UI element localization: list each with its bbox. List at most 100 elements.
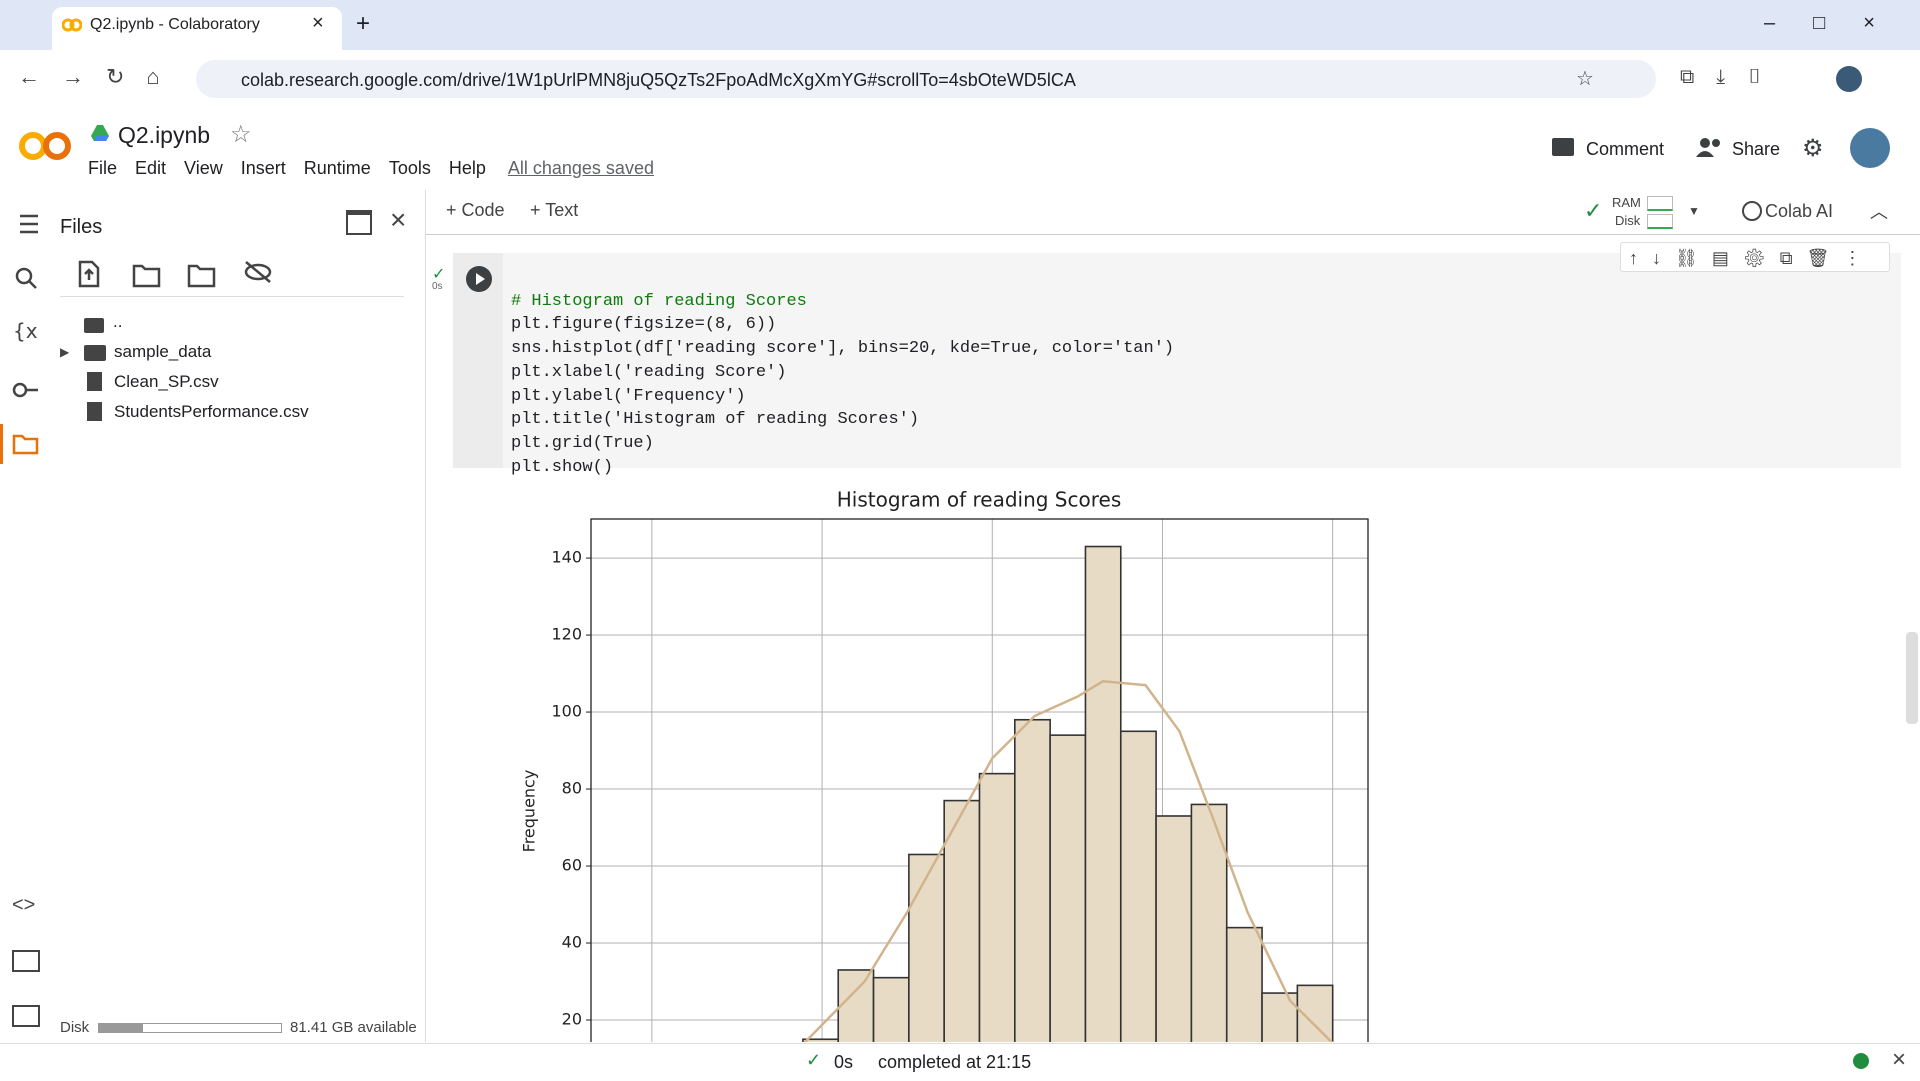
add-text[interactable]: + Text [530,200,579,220]
disk-usage-label: Disk [1615,213,1641,228]
code-line: # Histogram of reading Scores [511,291,807,311]
add-code[interactable]: + Code [446,200,505,220]
profile[interactable] [1836,66,1862,92]
notebook-title[interactable]: Q2.ipynb [118,122,211,148]
bar [1261,992,1299,1042]
browser-actions[interactable]: ⧉⤓▯ [1680,66,1785,88]
tab-title: Q2.ipynb - Colaboratory [90,16,260,33]
kde-line [803,679,1334,1042]
tab-icon [62,18,82,32]
menu-item[interactable]: Runtime [303,158,371,178]
disk-bar [98,1023,282,1033]
colab-header [0,108,1920,191]
file-item[interactable]: .. [113,312,123,331]
file-item[interactable]: StudentsPerformance.csv [114,402,309,421]
status-bar [0,1043,1920,1081]
menu-item[interactable]: Insert [240,158,286,178]
folder-up-icon [84,318,104,333]
code-line: plt.title('Histogram of reading Scores') [511,410,920,430]
folder-icon [84,345,106,361]
expand-arrow[interactable]: ▶ [60,345,70,359]
y-tick-label: 100 [551,702,582,721]
file-icon [87,372,102,391]
ram-bar [1647,196,1673,211]
colab-logo [19,132,71,160]
disk-free: 81.41 GB available [290,1019,417,1036]
status-check: ✓ [806,1050,822,1070]
bar [872,976,910,1042]
ai-icon [1742,201,1762,221]
bar [837,969,875,1042]
share-button[interactable]: Share [1732,139,1781,159]
bar [1190,803,1228,1042]
cell-toolbar[interactable]: ↑↓⛓▤⚙⧉🗑⋮ [1620,242,1890,272]
chart: Histogram of reading Scores Frequency 20… [520,488,1369,1042]
code-snippets[interactable]: <> [12,894,36,916]
y-axis-label: Frequency [520,770,539,853]
comment-icon [1552,138,1574,156]
code-line: plt.ylabel('Frequency') [511,386,746,406]
settings[interactable]: ⚙ [1802,135,1824,162]
disk-usage-bar [1647,214,1673,229]
avatar[interactable] [1850,128,1890,168]
code-line: plt.xlabel('reading Score') [511,362,787,382]
status-time: 0s [834,1052,854,1072]
collapse[interactable]: ︿ [1870,202,1888,222]
y-tick-label: 60 [562,856,582,875]
command-palette[interactable] [12,950,40,972]
run-button[interactable] [466,266,492,292]
code-line: plt.show() [511,457,614,477]
exec-check: ✓ [432,266,446,283]
url-star[interactable]: ☆ [1576,68,1594,90]
window-controls[interactable]: –□× [1764,12,1913,34]
tab[interactable] [52,7,342,50]
new-tab[interactable]: + [356,10,371,37]
code-cell[interactable] [453,253,1901,468]
plot-frame [590,518,1369,1042]
exec-time: 0s [432,281,443,292]
bar [1119,730,1157,1042]
y-tick-label: 40 [562,933,582,952]
nav-buttons[interactable]: ←→↻⌂ [18,64,182,89]
menu-item[interactable]: Tools [388,158,431,178]
colab-ai[interactable]: Colab AI [1765,201,1834,221]
runtime-dropdown[interactable]: ▼ [1688,204,1700,218]
terminal[interactable] [12,1005,40,1027]
star[interactable]: ☆ [230,121,252,148]
status-text: completed at 21:15 [878,1052,1032,1072]
code: # Histogram of reading Scores plt.figure(… [511,266,1174,503]
save-status[interactable]: All changes saved [507,158,654,178]
menu-item[interactable]: File [88,158,118,178]
menu-item[interactable]: View [184,158,223,178]
file-actions [78,260,272,288]
status-close[interactable]: × [1892,1046,1907,1073]
code-line: plt.figure(figsize=(8, 6)) [511,315,777,335]
drive-icon [91,125,109,141]
file-item[interactable]: sample_data [114,342,212,361]
url-box[interactable] [196,60,1656,98]
open-panel[interactable] [346,210,372,235]
bar [1155,815,1193,1042]
ram-label: RAM [1612,195,1641,210]
tab-close[interactable]: × [312,12,324,34]
y-tick-label: 20 [562,1010,582,1029]
menu-item[interactable]: Edit [135,158,167,178]
bar [1014,718,1051,1042]
file-icon [87,402,102,421]
y-tick-label: 140 [551,548,582,567]
file-item[interactable]: Clean_SP.csv [114,372,219,391]
add-code-label: Code [461,200,505,220]
chart-title: Histogram of reading Scores [837,488,1122,512]
url: colab.research.google.com/drive/1W1pUrlP… [241,70,1076,90]
bar [978,772,1016,1042]
menu-item[interactable]: Help [448,158,486,178]
menu-bar: File Edit View Insert Runtime Tools Help… [88,158,654,179]
code-line: plt.grid(True) [511,433,654,453]
close-panel[interactable]: × [390,204,407,235]
comment-button[interactable]: Comment [1586,139,1665,159]
sidebar-rail: {x} [12,214,40,455]
connected-check: ✓ [1584,198,1603,223]
bar [1049,734,1087,1042]
svg-text:{x}: {x} [13,319,40,343]
scrollbar[interactable] [1906,632,1918,724]
